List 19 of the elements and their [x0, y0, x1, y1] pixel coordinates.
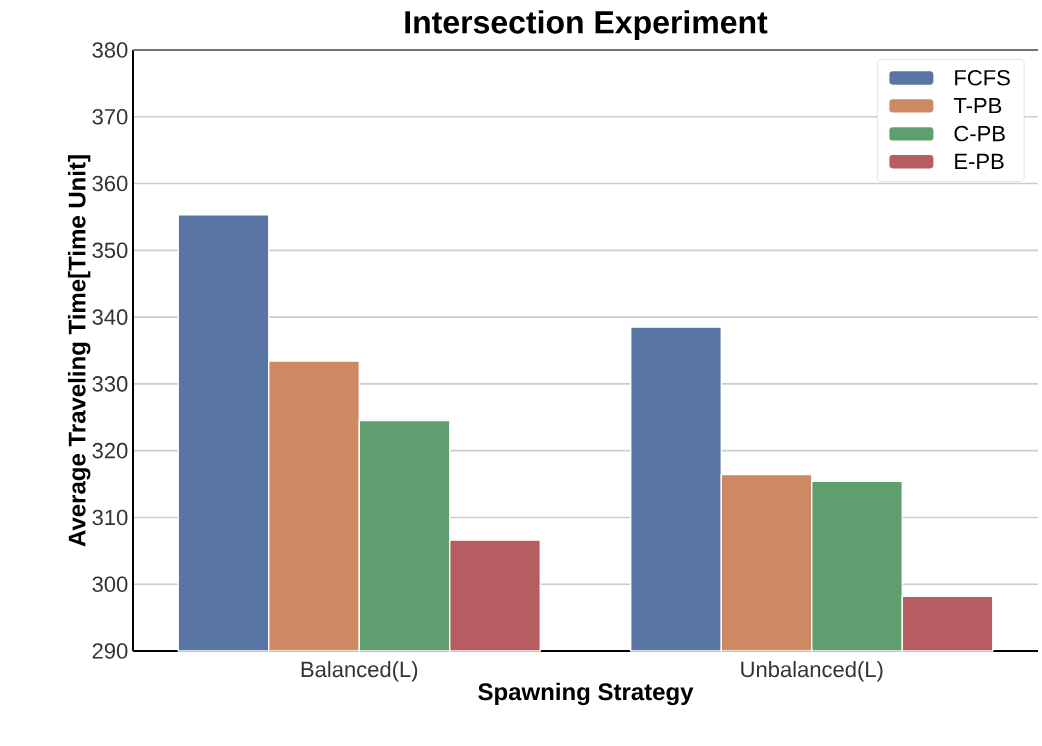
y-axis-title: Average Traveling Time[Time Unit] — [67, 155, 91, 547]
y-tick-label: 350 — [92, 242, 128, 259]
y-tick-label: 370 — [92, 108, 128, 125]
y-tick-label: 340 — [92, 309, 128, 325]
x-tick-label: Unbalanced(L) — [741, 661, 883, 682]
legend-label: C-PB — [954, 125, 1005, 142]
y-tick-label: 320 — [92, 442, 128, 459]
y-tick-label: 380 — [92, 42, 128, 58]
y-tick-label: 330 — [92, 376, 128, 392]
y-tick-label: 310 — [92, 509, 128, 526]
legend-label: E-PB — [955, 153, 1004, 169]
legend-label: FCFS — [955, 69, 1010, 86]
x-axis-title: Spawning Strategy — [478, 682, 694, 706]
chart-title: Intersection Experiment — [405, 10, 768, 40]
y-tick-label: 360 — [92, 175, 128, 192]
legend-label: T-PB — [953, 97, 1002, 114]
y-tick-label: 290 — [92, 643, 128, 659]
y-tick-label: 300 — [92, 576, 128, 593]
x-tick-label: Balanced(L) — [301, 661, 418, 682]
